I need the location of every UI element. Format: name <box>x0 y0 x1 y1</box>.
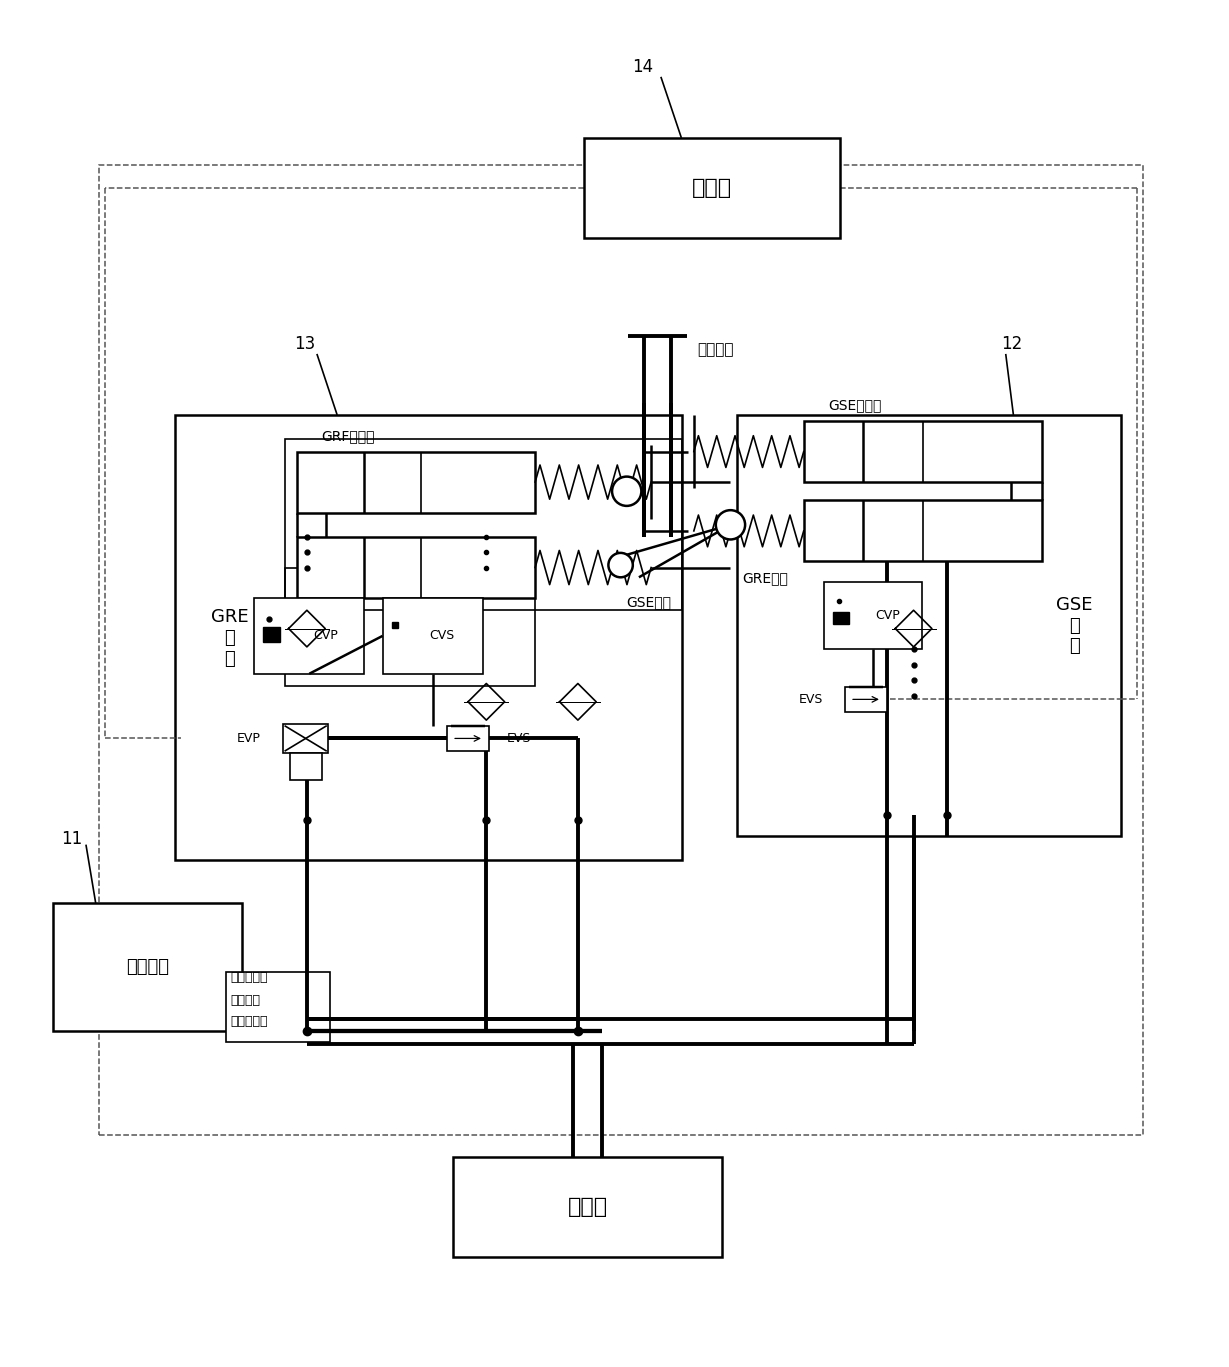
Text: 11: 11 <box>60 830 82 848</box>
Bar <box>254 597 364 674</box>
Bar <box>804 421 1042 483</box>
Bar <box>804 500 1042 562</box>
Bar <box>584 138 841 238</box>
Bar <box>290 753 322 781</box>
Text: 保护油管路: 保护油管路 <box>230 971 268 984</box>
Bar <box>825 582 922 649</box>
Text: CVS: CVS <box>429 629 455 642</box>
Text: GSE油动机: GSE油动机 <box>828 399 881 413</box>
Bar <box>454 1156 721 1258</box>
Bar <box>100 164 1143 1135</box>
Bar <box>846 688 886 712</box>
Text: EVS: EVS <box>799 693 823 705</box>
Bar <box>263 627 280 642</box>
Text: 动力油管路: 动力油管路 <box>230 1014 268 1028</box>
Text: EVS: EVS <box>508 731 531 745</box>
Bar <box>226 972 331 1043</box>
Text: GSE阀门: GSE阀门 <box>627 596 672 610</box>
Bar <box>736 416 1121 837</box>
Text: GRE
单
元: GRE 单 元 <box>211 608 248 667</box>
Circle shape <box>612 477 642 506</box>
Text: GSE
单
元: GSE 单 元 <box>1057 596 1093 655</box>
Circle shape <box>608 552 633 577</box>
Circle shape <box>715 510 745 540</box>
Text: 14: 14 <box>632 57 653 77</box>
Bar <box>382 597 483 674</box>
Text: CVP: CVP <box>876 610 901 622</box>
Text: GRE阀门: GRE阀门 <box>742 571 789 585</box>
Bar <box>283 723 328 753</box>
Bar <box>833 611 849 623</box>
Bar <box>297 537 535 597</box>
Text: 蒸汽管道: 蒸汽管道 <box>698 342 734 357</box>
Text: EVP: EVP <box>237 731 261 745</box>
Text: 油路单元: 油路单元 <box>127 958 170 976</box>
Text: 12: 12 <box>1002 335 1023 353</box>
Text: 13: 13 <box>294 335 316 353</box>
Text: 控制器: 控制器 <box>692 178 732 198</box>
Text: GRF油动机: GRF油动机 <box>322 429 375 443</box>
Bar <box>285 439 682 610</box>
Bar <box>175 416 682 860</box>
Text: 蜂汽机: 蜂汽机 <box>568 1197 607 1217</box>
Text: 回油管路: 回油管路 <box>230 994 261 1007</box>
Bar <box>53 904 242 1031</box>
Text: CVP: CVP <box>313 629 338 642</box>
Bar <box>297 451 535 513</box>
Bar <box>447 726 489 750</box>
Bar <box>285 567 535 686</box>
